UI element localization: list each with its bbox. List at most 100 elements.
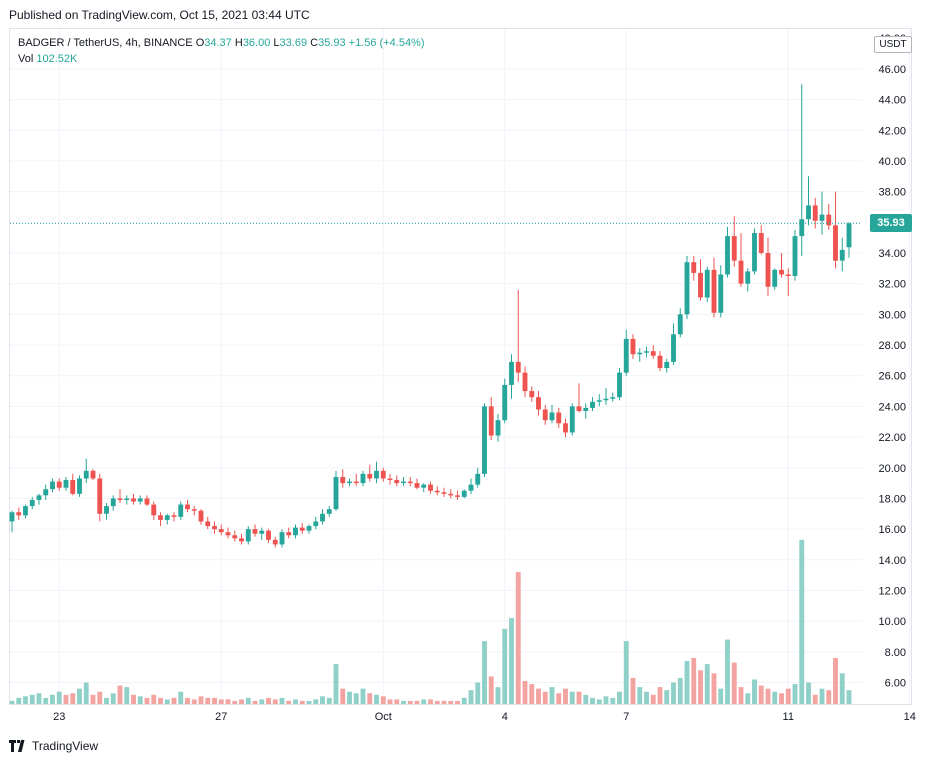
time-tick-label: 27 xyxy=(215,711,227,723)
symbol-label: BADGER / TetherUS, 4h, BINANCE xyxy=(18,37,193,49)
candle xyxy=(515,289,521,382)
price-tick-label: 14.00 xyxy=(878,555,906,567)
candle-body xyxy=(752,233,757,272)
price-tick-label: 22.00 xyxy=(878,432,906,444)
volume-bar xyxy=(603,696,609,704)
candle xyxy=(245,526,251,545)
volume-bar xyxy=(340,688,346,704)
price-tick-label: 28.00 xyxy=(878,340,906,352)
price-tick-label: 32.00 xyxy=(878,279,906,291)
volume-bar xyxy=(799,539,805,704)
volume-bar xyxy=(380,696,386,704)
high-value: 36.00 xyxy=(242,37,271,49)
candle-body xyxy=(239,538,244,542)
volume-bar xyxy=(650,694,656,704)
candle-body xyxy=(414,483,420,488)
volume-bar xyxy=(212,697,217,704)
candle-body xyxy=(90,470,96,479)
volume-bar xyxy=(144,697,150,704)
candle-body xyxy=(266,530,271,540)
candle xyxy=(799,84,805,257)
candle-body xyxy=(792,236,798,276)
candle xyxy=(563,418,568,438)
candle xyxy=(279,529,285,548)
volume-bar xyxy=(205,697,211,704)
time-axis: 23 27 Oct 4 7 11 14 xyxy=(53,711,916,723)
volume-bar xyxy=(475,682,481,704)
volume-bar xyxy=(313,699,319,704)
candle xyxy=(50,478,55,493)
candle-body xyxy=(502,384,508,421)
volume-bar xyxy=(576,691,582,704)
candle-body xyxy=(43,489,49,496)
volume-bar xyxy=(441,700,447,704)
candle-body xyxy=(124,498,130,500)
candle xyxy=(333,470,339,511)
volume-bar xyxy=(549,687,555,704)
volume-bar xyxy=(536,688,541,704)
chart-frame[interactable] xyxy=(9,28,912,705)
candle-body xyxy=(137,498,143,502)
candle-body xyxy=(515,361,521,373)
candle xyxy=(610,392,616,402)
candle xyxy=(576,383,582,413)
candle-body xyxy=(326,509,332,514)
candle xyxy=(664,358,670,373)
volume-bar xyxy=(23,696,28,704)
candle xyxy=(252,524,258,537)
price-tick-label: 24.00 xyxy=(878,401,906,413)
price-axis: 6.00 8.00 10.00 12.00 14.00 16.00 18.00 20.00 22… xyxy=(878,33,906,689)
candle-body xyxy=(826,214,832,226)
candle-body xyxy=(16,512,22,516)
candle xyxy=(158,512,163,527)
candle-body xyxy=(441,492,447,494)
candle xyxy=(711,257,717,318)
candle-body xyxy=(623,338,629,373)
candle-body xyxy=(306,526,312,531)
volume-bar xyxy=(43,697,49,704)
candle xyxy=(36,493,42,505)
volume-bar xyxy=(590,697,595,704)
price-tick-label: 18.00 xyxy=(878,493,906,505)
volume-bar xyxy=(266,697,271,704)
candle xyxy=(833,191,838,269)
candle-body xyxy=(36,495,42,500)
time-tick-label: 11 xyxy=(783,711,794,723)
candle xyxy=(698,259,703,301)
candle xyxy=(313,516,319,530)
candle xyxy=(603,387,609,405)
price-tick-label: 46.00 xyxy=(878,64,906,76)
time-tick-label: Oct xyxy=(375,711,392,723)
volume-bar xyxy=(819,688,825,704)
volume-bar xyxy=(225,699,231,704)
close-label: C xyxy=(310,37,319,49)
volume-bar xyxy=(448,700,454,704)
candle-body xyxy=(617,372,622,398)
currency-button[interactable]: USDT xyxy=(874,36,912,53)
candle-body xyxy=(178,504,184,517)
price-tick-label: 26.00 xyxy=(878,371,906,383)
volume-bar xyxy=(637,687,643,704)
price-tick-label: 20.00 xyxy=(878,463,906,475)
candle-body xyxy=(185,504,190,510)
candle xyxy=(772,268,778,290)
volume-bar xyxy=(414,700,420,704)
volume-bar xyxy=(185,697,190,704)
candle-body xyxy=(333,476,339,510)
candle xyxy=(428,481,433,494)
volume-bar xyxy=(286,700,292,704)
volume-bar xyxy=(131,694,136,704)
volume-bar xyxy=(725,639,730,704)
candle xyxy=(144,495,150,507)
candle-body xyxy=(144,498,150,505)
candle xyxy=(691,256,697,281)
candle xyxy=(394,475,400,487)
candle xyxy=(360,470,366,487)
candle-body xyxy=(272,539,278,545)
candle-body xyxy=(97,478,103,514)
candle xyxy=(266,529,271,543)
candle xyxy=(225,527,231,539)
candle-body xyxy=(29,499,35,507)
candle-body xyxy=(9,512,15,522)
